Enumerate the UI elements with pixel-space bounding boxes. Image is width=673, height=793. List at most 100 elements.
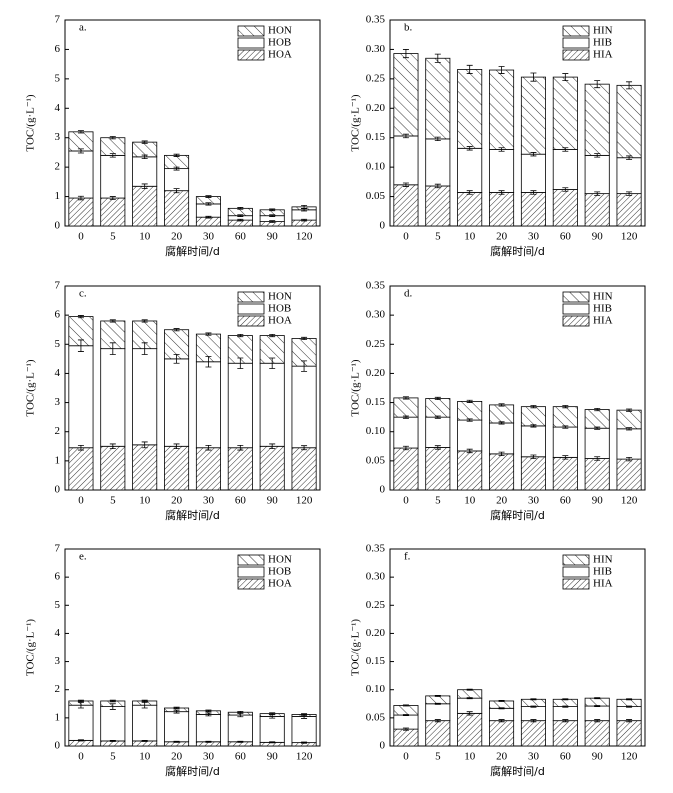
bar-segment	[164, 358, 190, 447]
error-bar	[626, 155, 633, 160]
error-bar	[530, 719, 537, 723]
error-bar	[498, 190, 505, 195]
x-tick-label: 120	[296, 231, 313, 243]
y-tick-label: 0.20	[366, 627, 386, 639]
error-bar	[530, 705, 537, 708]
panel-label: e.	[79, 551, 87, 563]
error-bar	[562, 425, 569, 429]
y-tick-label: 0.30	[366, 309, 386, 321]
error-bar	[237, 207, 244, 210]
error-bar	[434, 445, 441, 450]
x-tick-label: 5	[110, 495, 116, 507]
error-bar	[562, 705, 569, 708]
bar-segment	[259, 445, 285, 491]
x-tick-label: 10	[139, 751, 151, 763]
x-tick-label: 30	[528, 231, 540, 243]
x-axis-label: 腐解时间/d	[165, 244, 220, 258]
bar-segment	[132, 156, 158, 187]
error-bar	[237, 333, 244, 338]
bar-segment	[489, 69, 515, 150]
error-bar	[594, 191, 601, 196]
y-tick-label: 5	[55, 599, 61, 611]
error-bar	[594, 697, 601, 700]
bar-segment	[552, 149, 578, 190]
bar-segment	[489, 700, 515, 709]
bar-segment	[616, 458, 642, 491]
bar-segment	[616, 706, 642, 722]
x-tick-label: 120	[296, 495, 313, 507]
y-tick-label: 5	[55, 72, 61, 84]
legend-label: HIN	[593, 554, 613, 566]
bar-segment	[584, 154, 610, 195]
bar-segment	[616, 720, 642, 747]
error-bar	[402, 415, 409, 419]
error-bar	[562, 719, 569, 723]
x-tick-label: 20	[496, 231, 508, 243]
error-bar	[109, 319, 116, 323]
legend-swatch	[562, 566, 590, 578]
legend-label: HOA	[268, 49, 292, 61]
x-tick-label: 30	[203, 231, 215, 243]
plot-frame	[64, 285, 321, 491]
x-tick-label: 20	[171, 231, 183, 243]
bar-segment	[291, 365, 317, 449]
x-tick-label: 60	[560, 231, 572, 243]
bar-segment	[195, 447, 221, 491]
bar-segment	[393, 135, 419, 186]
y-axis-label: TOC/(g·L⁻¹)	[350, 619, 362, 677]
error-bar	[205, 215, 212, 219]
error-bar	[269, 208, 276, 212]
bar-segment	[68, 197, 94, 227]
error-bar	[434, 694, 441, 697]
error-bar	[77, 445, 84, 451]
x-axis-label: 腐解时间/d	[490, 764, 545, 778]
x-tick-label: 90	[592, 495, 604, 507]
error-bar	[109, 136, 116, 140]
error-bar	[594, 153, 601, 158]
legend-label: HIA	[593, 578, 613, 590]
bar-segment	[616, 409, 642, 430]
error-bar	[141, 140, 148, 144]
error-bar	[626, 81, 633, 90]
y-axis-label: TOC/(g·L⁻¹)	[350, 359, 362, 417]
bar-segment	[489, 422, 515, 455]
bar-segment	[132, 348, 158, 446]
error-bar	[402, 396, 409, 400]
error-bar	[594, 408, 601, 412]
error-bar	[562, 405, 569, 409]
error-bar	[173, 443, 180, 450]
bar-segment	[552, 720, 578, 747]
legend-label: HOA	[268, 315, 292, 327]
y-tick-label: 1	[55, 454, 61, 466]
bar-segment	[195, 361, 221, 449]
x-axis-label: 腐解时间/d	[165, 508, 220, 522]
x-tick-label: 60	[235, 231, 247, 243]
bar-segment	[291, 716, 317, 744]
bar-segment	[68, 150, 94, 199]
bar-segment	[393, 184, 419, 227]
error-bar	[205, 740, 212, 743]
x-tick-label: 5	[110, 751, 116, 763]
legend-label: HOB	[268, 303, 291, 315]
error-bar	[434, 719, 441, 723]
error-bar	[626, 705, 633, 708]
error-bar	[402, 445, 409, 451]
bar-segment	[164, 711, 190, 743]
bar-segment	[425, 703, 451, 722]
y-tick-label: 6	[55, 571, 61, 583]
bar-segment	[616, 698, 642, 707]
bar-segment	[584, 409, 610, 429]
bar-segment	[457, 192, 483, 227]
legend-swatch	[562, 578, 590, 590]
legend-swatch	[237, 291, 265, 303]
error-bar	[269, 220, 276, 223]
error-bar	[466, 146, 473, 151]
bar-segment	[227, 447, 253, 491]
bar-segment	[520, 720, 546, 747]
error-bar	[173, 709, 180, 714]
error-bar	[530, 72, 537, 82]
bar-segment	[489, 453, 515, 491]
legend-label: HIB	[593, 37, 612, 49]
error-bar	[173, 166, 180, 171]
bar-segment	[68, 704, 94, 741]
